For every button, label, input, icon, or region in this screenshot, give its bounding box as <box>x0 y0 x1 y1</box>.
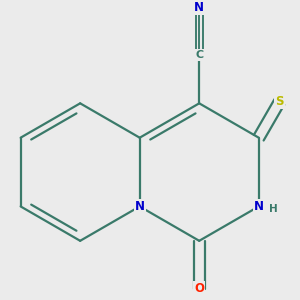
Text: O: O <box>194 282 204 296</box>
Text: N: N <box>135 200 145 213</box>
Text: N: N <box>254 200 264 213</box>
Text: C: C <box>195 50 203 60</box>
Text: S: S <box>275 95 284 109</box>
Text: N: N <box>194 1 204 13</box>
Text: H: H <box>269 204 278 214</box>
